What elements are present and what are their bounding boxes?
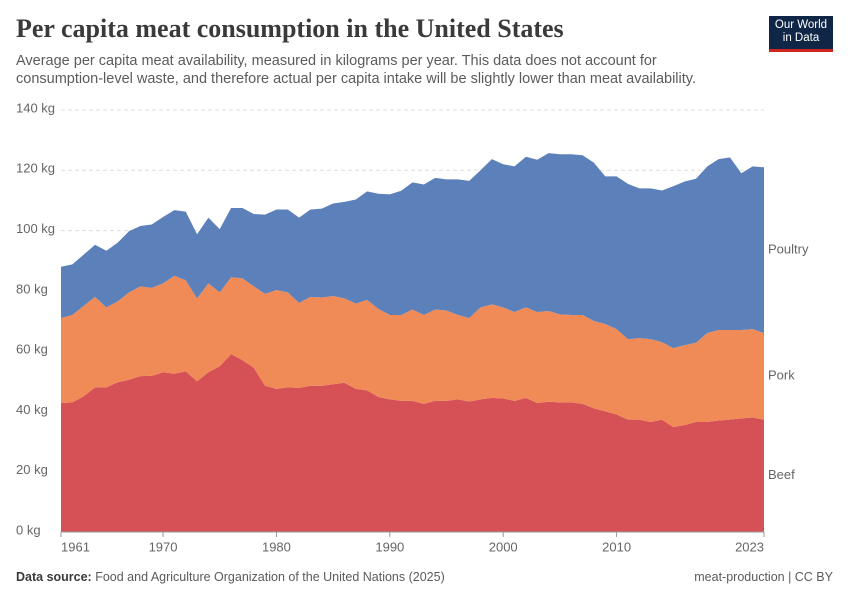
area bbox=[61, 354, 764, 532]
series-label: Pork bbox=[768, 368, 795, 383]
y-tick-label: 100 kg bbox=[16, 221, 55, 236]
y-tick-label: 120 kg bbox=[16, 161, 55, 176]
area bbox=[61, 153, 764, 349]
x-tick-label: 1970 bbox=[149, 539, 178, 554]
logo[interactable]: Our World in Data bbox=[769, 16, 833, 52]
y-tick-label: 60 kg bbox=[16, 342, 48, 357]
source-label: Data source: bbox=[16, 570, 92, 584]
y-tick-label: 0 kg bbox=[16, 522, 41, 537]
series-label: Beef bbox=[768, 467, 795, 482]
x-tick-label: 1961 bbox=[61, 539, 90, 554]
x-tick-label: 2000 bbox=[489, 539, 518, 554]
series-label: Poultry bbox=[768, 242, 809, 257]
y-tick-label: 20 kg bbox=[16, 462, 48, 477]
chart-title: Per capita meat consumption in the Unite… bbox=[16, 14, 564, 43]
y-tick-label: 80 kg bbox=[16, 281, 48, 296]
x-tick-label: 2023 bbox=[735, 539, 764, 554]
source: Data source: Food and Agriculture Organi… bbox=[16, 570, 445, 584]
chart-subtitle: Average per capita meat availability, me… bbox=[16, 53, 696, 87]
logo-text: Our World bbox=[774, 19, 828, 31]
logo-text: in Data bbox=[782, 32, 820, 44]
x-tick-label: 1980 bbox=[262, 539, 291, 554]
source-text[interactable]: Food and Agriculture Organization of the… bbox=[95, 570, 445, 584]
y-tick-label: 140 kg bbox=[16, 100, 55, 115]
area bbox=[61, 275, 764, 428]
footer-note[interactable]: meat-production | CC BY bbox=[694, 570, 833, 584]
x-tick-label: 2010 bbox=[602, 539, 631, 554]
x-tick-label: 1990 bbox=[375, 539, 404, 554]
y-tick-label: 40 kg bbox=[16, 402, 48, 417]
